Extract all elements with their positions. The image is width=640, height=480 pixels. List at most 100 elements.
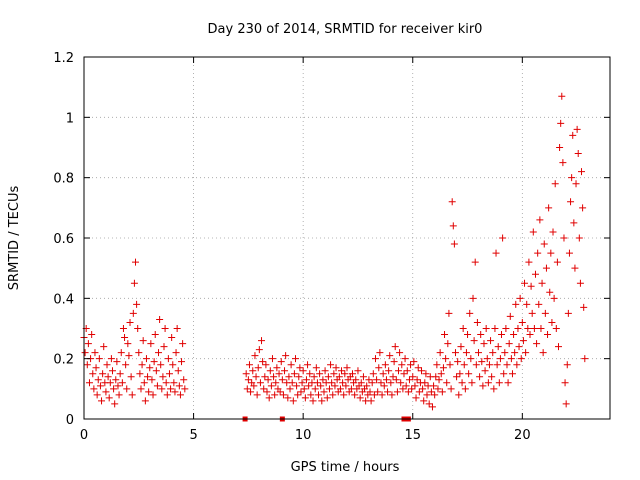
data-point xyxy=(357,379,365,387)
data-point xyxy=(124,340,132,348)
data-point xyxy=(319,376,327,384)
data-point xyxy=(160,343,168,351)
data-point xyxy=(505,340,513,348)
data-point xyxy=(552,325,560,332)
data-point xyxy=(112,376,120,384)
data-point xyxy=(391,343,399,351)
data-point xyxy=(348,370,356,378)
data-point xyxy=(102,388,110,396)
data-point xyxy=(96,382,104,390)
data-point xyxy=(255,346,263,354)
data-point xyxy=(430,382,438,390)
data-point xyxy=(100,343,108,351)
data-point xyxy=(378,391,386,399)
data-point xyxy=(496,355,504,363)
data-point xyxy=(287,361,295,369)
data-point xyxy=(455,391,463,399)
data-point xyxy=(105,394,113,402)
data-point xyxy=(472,361,480,369)
data-point xyxy=(114,382,122,390)
data-point xyxy=(580,303,588,311)
data-point xyxy=(149,391,157,399)
data-point xyxy=(278,376,286,384)
y-tick-label: 0.6 xyxy=(53,232,74,247)
data-point xyxy=(277,358,285,366)
data-point xyxy=(171,388,179,396)
data-point xyxy=(139,337,147,345)
data-point xyxy=(508,370,516,378)
data-point xyxy=(414,364,422,372)
y-tick-label: 0.8 xyxy=(53,172,74,187)
data-point xyxy=(174,367,182,375)
data-point xyxy=(428,403,436,411)
data-point xyxy=(418,367,426,375)
data-point xyxy=(328,379,336,387)
data-point xyxy=(175,382,183,390)
data-point xyxy=(534,249,542,257)
data-point xyxy=(165,370,173,378)
data-point xyxy=(467,355,475,363)
data-point xyxy=(99,370,107,378)
data-point xyxy=(507,355,515,363)
data-point xyxy=(247,388,255,396)
data-point xyxy=(436,349,444,357)
data-point xyxy=(432,373,440,381)
data-point xyxy=(405,376,413,384)
data-point xyxy=(510,331,518,339)
data-point xyxy=(495,379,503,387)
data-point xyxy=(547,249,555,257)
data-point xyxy=(252,373,260,381)
data-point xyxy=(386,352,394,360)
data-point xyxy=(503,361,511,369)
data-point xyxy=(556,144,564,151)
data-point xyxy=(135,349,143,357)
data-point xyxy=(542,264,550,272)
data-point xyxy=(162,379,170,387)
data-point xyxy=(145,388,153,396)
data-point xyxy=(275,370,283,378)
data-point xyxy=(272,379,280,387)
data-point xyxy=(284,394,292,402)
data-point xyxy=(83,361,91,369)
data-point xyxy=(423,391,431,399)
data-point xyxy=(117,349,125,357)
data-point xyxy=(367,397,375,405)
data-point xyxy=(396,349,404,357)
data-point xyxy=(530,325,538,332)
data-point xyxy=(181,385,189,393)
data-point xyxy=(427,388,435,396)
data-point xyxy=(544,331,552,339)
x-tick-label: 5 xyxy=(189,428,197,443)
data-point xyxy=(531,270,539,278)
data-point xyxy=(320,388,328,396)
data-point xyxy=(266,367,274,375)
data-point xyxy=(125,352,133,360)
data-point xyxy=(431,391,439,399)
data-point xyxy=(515,343,523,351)
data-point xyxy=(553,258,561,266)
data-point xyxy=(299,367,307,375)
data-point xyxy=(476,373,484,381)
data-point xyxy=(488,373,496,381)
data-point xyxy=(256,379,264,387)
data-point xyxy=(356,394,364,402)
data-point xyxy=(389,373,397,381)
data-point xyxy=(243,385,251,393)
data-point xyxy=(370,391,378,399)
data-point xyxy=(151,331,159,339)
data-point xyxy=(312,364,320,372)
data-point xyxy=(466,309,474,317)
data-point xyxy=(420,397,428,405)
data-point xyxy=(445,309,453,317)
data-point xyxy=(415,388,423,396)
data-point xyxy=(249,367,257,375)
data-point xyxy=(260,385,268,393)
data-point xyxy=(575,234,583,242)
data-point xyxy=(94,376,102,384)
data-point xyxy=(368,379,376,387)
data-point xyxy=(458,379,466,387)
data-point xyxy=(144,373,152,381)
data-point xyxy=(514,325,522,332)
data-point xyxy=(433,361,441,369)
